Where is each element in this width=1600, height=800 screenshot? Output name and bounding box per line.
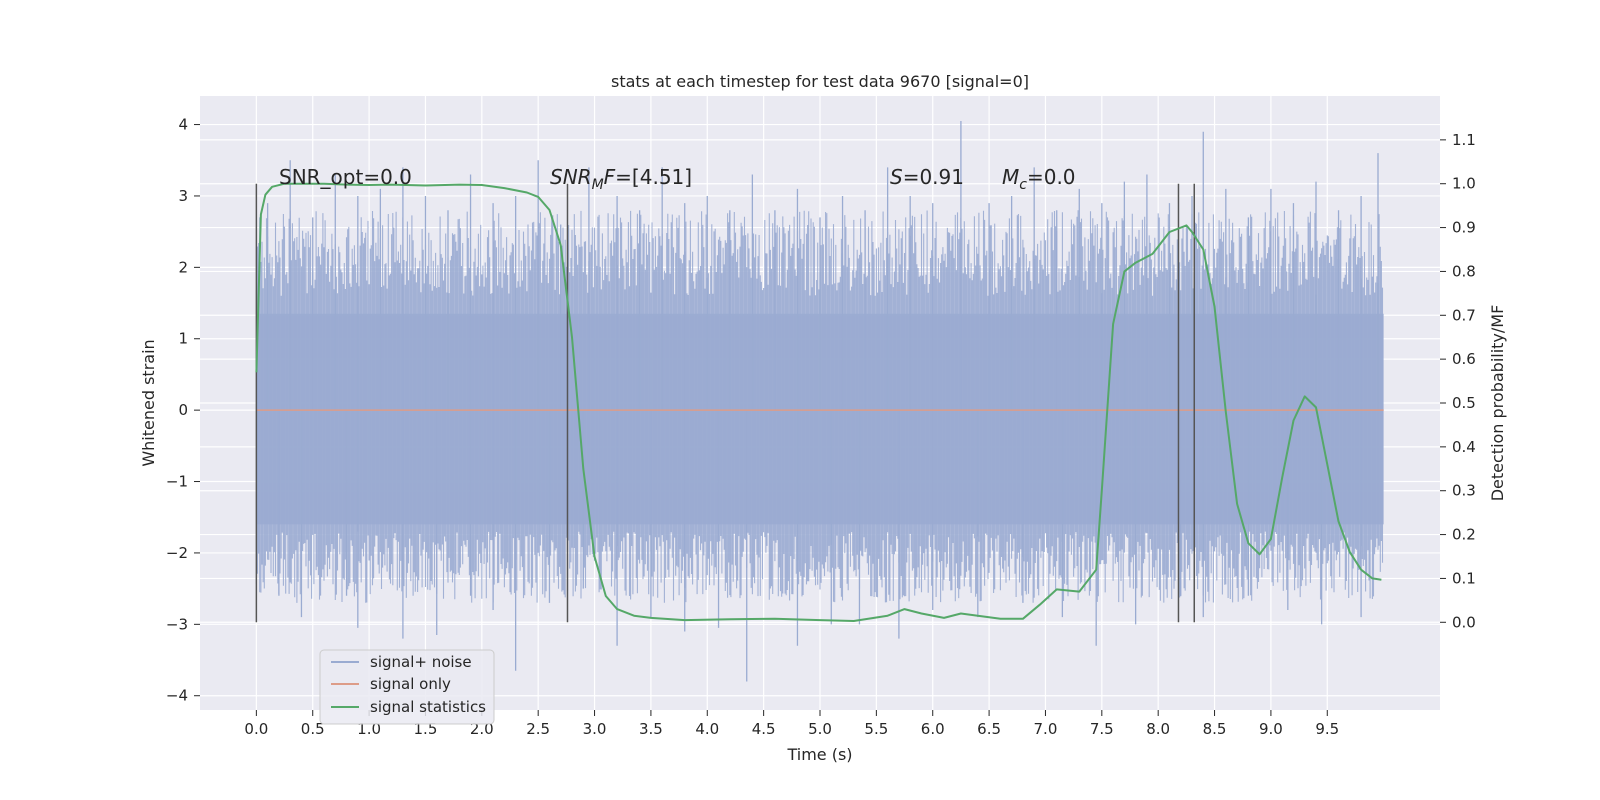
y2-tick-label: 0.3 — [1452, 482, 1476, 500]
mc-value: =0.0 — [1027, 165, 1076, 189]
y2-tick-label: 0.6 — [1452, 350, 1476, 368]
y2-tick-label: 1.0 — [1452, 175, 1476, 193]
y2-tick-label: 0.1 — [1452, 569, 1476, 587]
y-tick-label: 4 — [178, 116, 188, 134]
x-tick-label: 4.0 — [695, 720, 719, 738]
x-tick-label: 9.0 — [1259, 720, 1283, 738]
x-axis-label: Time (s) — [786, 745, 852, 764]
y2-tick-label: 0.2 — [1452, 526, 1476, 544]
x-tick-label: 9.5 — [1315, 720, 1339, 738]
y-tick-label: 2 — [178, 258, 188, 276]
legend-label-signal-only: signal only — [370, 675, 451, 693]
y-tick-label: −3 — [166, 615, 188, 633]
annotation-mc: Mc=0.0 — [1002, 165, 1076, 193]
x-tick-label: 6.5 — [977, 720, 1001, 738]
y2-tick-label: 0.0 — [1452, 613, 1476, 631]
statistics-series — [255, 182, 1382, 622]
mc-symbol: M — [1002, 165, 1019, 189]
legend-label-noise: signal+ noise — [370, 653, 472, 671]
y2-axis-ticks: 0.0 0.1 0.2 0.3 0.4 0.5 0.6 0.7 0.8 0.9 1.0 1.1 — [1440, 131, 1476, 631]
legend: signal+ noise signal only signal statist… — [319, 649, 495, 725]
y-axis-ticks: −4 −3 −2 −1 0 1 2 3 4 — [166, 116, 200, 705]
x-tick-label: 5.0 — [808, 720, 832, 738]
annotation-snr-mf: SNRMF=[4.51] — [550, 165, 692, 193]
chart-title: stats at each timestep for test data 967… — [611, 72, 1029, 91]
y2-axis-label: Detection probability/MF — [1488, 305, 1507, 502]
y-tick-label: 0 — [178, 401, 188, 419]
mc-subscript: c — [1019, 177, 1027, 193]
y-tick-label: 1 — [178, 330, 188, 348]
snr-mf-subscript: M — [592, 177, 604, 193]
y-tick-label: 3 — [178, 187, 188, 205]
y2-tick-label: 0.7 — [1452, 306, 1476, 324]
snr-mf-value: =[4.51] — [615, 165, 692, 189]
s-symbol: S — [890, 165, 903, 189]
y2-tick-label: 0.5 — [1452, 394, 1476, 412]
annotation-s: S=0.91 — [890, 165, 964, 189]
statistics-line — [255, 182, 1382, 622]
y2-tick-label: 0.4 — [1452, 438, 1476, 456]
s-value: =0.91 — [903, 165, 964, 189]
x-tick-label: 3.5 — [639, 720, 663, 738]
x-tick-label: 8.5 — [1203, 720, 1227, 738]
y2-tick-label: 1.1 — [1452, 131, 1476, 149]
x-tick-label: 6.0 — [921, 720, 945, 738]
y2-tick-label: 0.9 — [1452, 219, 1476, 237]
y-tick-label: −2 — [166, 544, 188, 562]
snr-mf-symbol: SNR — [550, 165, 592, 189]
x-tick-label: 7.0 — [1034, 720, 1058, 738]
noise-series — [255, 120, 1384, 682]
legend-label-statistics: signal statistics — [370, 698, 486, 716]
legend-box — [319, 649, 495, 725]
y2-tick-label: 0.8 — [1452, 262, 1476, 280]
y-axis-label: Whitened strain — [139, 339, 158, 466]
x-tick-label: 2.5 — [526, 720, 550, 738]
x-tick-label: 3.0 — [583, 720, 607, 738]
x-tick-label: 7.5 — [1090, 720, 1114, 738]
snr-mf-f: F — [604, 165, 616, 189]
vertical-markers — [255, 183, 1196, 623]
x-tick-label: 8.0 — [1146, 720, 1170, 738]
x-tick-label: 0.0 — [244, 720, 268, 738]
x-tick-label: 4.5 — [752, 720, 776, 738]
y-tick-label: −4 — [166, 687, 188, 705]
x-tick-label: 5.5 — [864, 720, 888, 738]
y-tick-label: −1 — [166, 473, 188, 491]
annotation-snr-opt: SNR_opt=0.0 — [279, 165, 412, 189]
x-tick-label: 0.5 — [301, 720, 325, 738]
